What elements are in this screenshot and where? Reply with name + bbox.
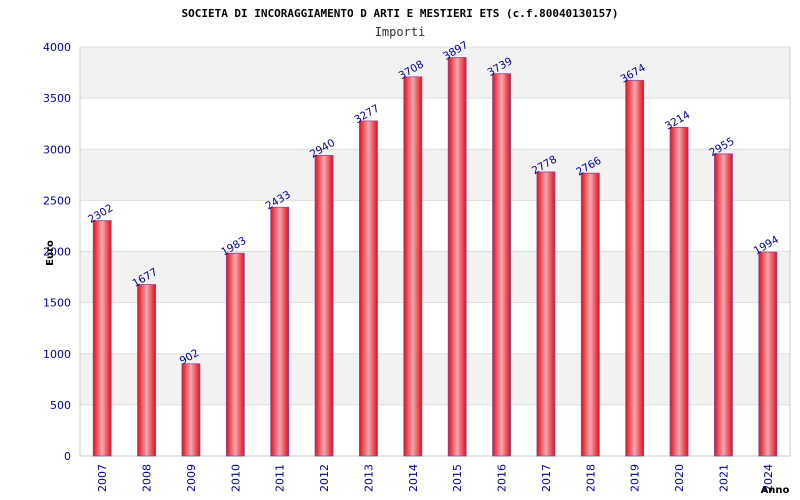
- x-tick-label: 2021: [717, 464, 730, 492]
- x-tick-label: 2020: [673, 464, 686, 492]
- x-tick-label: 2013: [362, 464, 375, 492]
- bar: [625, 79, 645, 457]
- bar: [137, 284, 156, 457]
- y-axis-label: Euro: [45, 240, 56, 266]
- x-tick-label: 2018: [584, 464, 597, 492]
- bar: [314, 154, 334, 457]
- x-tick-label: 2008: [141, 464, 154, 492]
- x-tick-label: 2011: [274, 464, 287, 492]
- x-tick-label: 2007: [96, 464, 109, 492]
- bar: [492, 73, 511, 457]
- x-tick-label: 2015: [451, 464, 464, 492]
- grid-band: [80, 47, 790, 99]
- y-tick-label: 0: [64, 450, 71, 463]
- x-tick-label: 2010: [229, 464, 242, 492]
- bars: [92, 57, 778, 457]
- y-tick-label: 3000: [43, 143, 71, 156]
- y-axis-ticks: 0 500 1000 1500 2000 2500 3000 3500 4000: [43, 41, 71, 463]
- x-tick-label: 2009: [185, 464, 198, 492]
- y-tick-label: 1000: [43, 348, 71, 361]
- x-tick-label: 2016: [496, 464, 509, 492]
- y-tick-label: 500: [50, 399, 71, 412]
- y-tick-label: 2000: [43, 246, 71, 259]
- bar: [270, 206, 290, 457]
- y-tick-label: 3500: [43, 92, 71, 105]
- bar: [403, 76, 423, 457]
- bar: [359, 120, 378, 457]
- x-tick-label: 2024: [762, 464, 775, 492]
- bar: [669, 126, 689, 457]
- chart-title: SOCIETA DI INCORAGGIAMENTO D ARTI E MEST…: [181, 7, 619, 20]
- bar: [536, 171, 556, 457]
- bar: [714, 153, 733, 457]
- bar: [447, 57, 467, 457]
- x-tick-label: 2012: [318, 464, 331, 492]
- x-tick-label: 2017: [540, 464, 553, 492]
- chart-subtitle: Importi: [374, 25, 426, 39]
- bar: [92, 220, 112, 457]
- bar: [580, 172, 600, 457]
- x-tick-label: 2014: [407, 464, 420, 492]
- bar: [225, 252, 245, 457]
- x-tick-label: 2019: [629, 464, 642, 492]
- bar: [181, 363, 201, 457]
- x-axis-ticks: 2007 2008 2009 2010 2011 2012 2013 2014 2015 2016…: [96, 464, 775, 492]
- bar: [758, 251, 778, 457]
- y-tick-label: 4000: [43, 41, 71, 54]
- y-tick-label: 1500: [43, 297, 71, 310]
- y-tick-label: 2500: [43, 194, 71, 207]
- x-axis-label: Anno: [761, 485, 790, 496]
